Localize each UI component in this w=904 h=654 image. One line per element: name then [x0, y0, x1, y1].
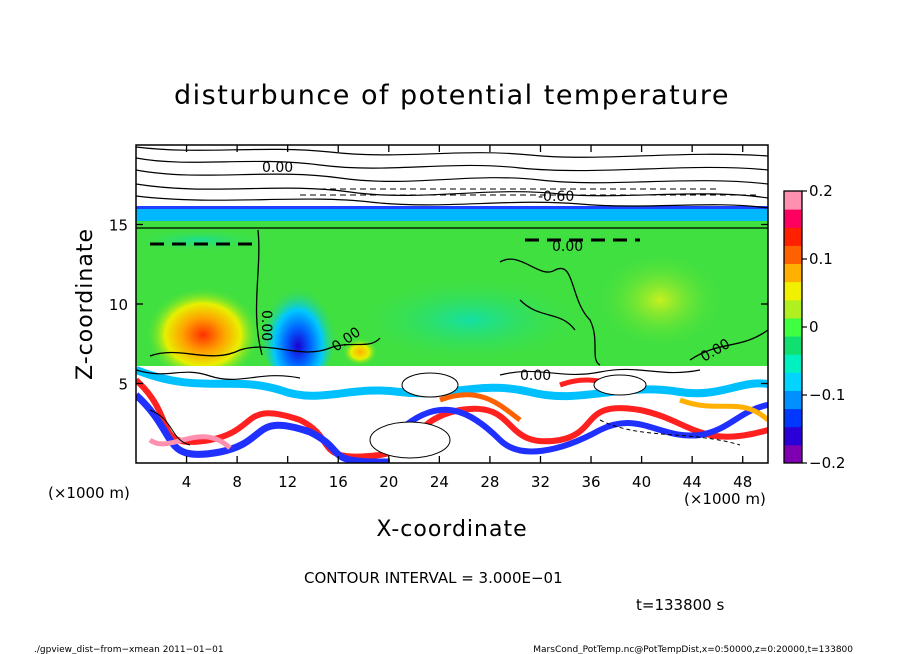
x-tick-label: 28: [480, 473, 499, 491]
colorbar-tick-label: 0: [809, 318, 819, 336]
chart-title: disturbunce of potential temperature: [174, 80, 730, 111]
contour-label: 0.00: [258, 310, 274, 341]
warm-anomaly-left: [145, 282, 261, 378]
colorbar-swatch: [784, 281, 802, 301]
x-axis-label: X-coordinate: [376, 517, 527, 542]
upper-turbulent-layer: [136, 146, 768, 209]
y-ticks: 5 10 15: [109, 217, 768, 394]
colorbar-swatch: [784, 444, 802, 464]
contour-labels: -0.60 0.00 0.00 0.00 0.00 0.00 0.00: [258, 160, 733, 384]
x-tick-label: 36: [581, 473, 600, 491]
colorbar-swatch: [784, 336, 802, 355]
footer-right: MarsCond_PotTemp.nc@PotTempDist,x=0:5000…: [533, 645, 853, 654]
colorbar-swatch: [784, 245, 802, 265]
colorbar-tick-label: 0.1: [809, 250, 833, 268]
cyan-anomaly: [350, 275, 590, 365]
x-tick-label: 16: [329, 473, 348, 491]
colorbar-swatch: [784, 408, 802, 428]
x-tick-label: 8: [232, 473, 242, 491]
colorbar-swatch: [784, 372, 802, 391]
colorbar-tick-label: −0.2: [809, 454, 845, 472]
colorbar-swatch: [784, 209, 802, 228]
y-axis-label: Z-coordinate: [73, 228, 98, 380]
x-tick-label: 20: [379, 473, 398, 491]
x-tick-label: 48: [733, 473, 752, 491]
field-layer: -0.60 0.00 0.00 0.00 0.00 0.00 0.00: [136, 145, 768, 463]
field-cold-band: [136, 208, 768, 221]
colorbar: 0.2 0.1 0 −0.1 −0.2: [783, 182, 845, 472]
cold-anomaly: [258, 262, 338, 382]
warm-anomaly-right: [595, 250, 725, 350]
x-ticks: 4 8 12 16 20 24 28 32 36 40 44 48: [182, 145, 752, 491]
cyan-band-left: [136, 228, 270, 252]
contour-label: -0.60: [538, 189, 574, 205]
y-tick-label: 15: [109, 217, 128, 235]
colorbar-swatch: [784, 263, 802, 283]
x-tick-label: 12: [278, 473, 297, 491]
y-tick-label: 5: [118, 376, 128, 394]
x-unit-left: (×1000 m): [48, 484, 130, 502]
colorbar-swatch: [784, 299, 802, 319]
contour-label: 0.00: [552, 239, 583, 255]
field-cold-edge: [136, 206, 768, 209]
contour-label: 0.00: [262, 160, 293, 176]
colorbar-swatch: [784, 227, 802, 246]
colorbar-swatch: [784, 191, 802, 210]
x-tick-label: 40: [632, 473, 651, 491]
colorbar-swatch: [784, 317, 802, 337]
y-tick-label: 10: [109, 296, 128, 314]
lower-turbulent-layer: [136, 366, 768, 463]
colorbar-tick-label: 0.2: [809, 182, 833, 200]
time-label: t=133800 s: [636, 596, 724, 614]
x-unit-right: (×1000 m): [684, 490, 766, 508]
colorbar-swatch: [784, 426, 802, 446]
contour-lines: [136, 227, 768, 366]
colorbar-tick-label: −0.1: [809, 386, 845, 404]
plot-area: -0.60 0.00 0.00 0.00 0.00 0.00 0.00 4 8 12…: [109, 144, 769, 491]
colorbar-swatch: [784, 354, 802, 373]
x-tick-label: 32: [531, 473, 550, 491]
contour-interval: CONTOUR INTERVAL = 3.000E−01: [304, 569, 563, 587]
x-tick-label: 4: [182, 473, 192, 491]
x-tick-label: 44: [683, 473, 702, 491]
x-tick-label: 24: [430, 473, 449, 491]
colorbar-swatch: [784, 390, 802, 410]
contour-label: 0.00: [520, 368, 551, 384]
footer-left: ./gpview_dist−from−xmean 2011−01−01: [34, 645, 224, 654]
